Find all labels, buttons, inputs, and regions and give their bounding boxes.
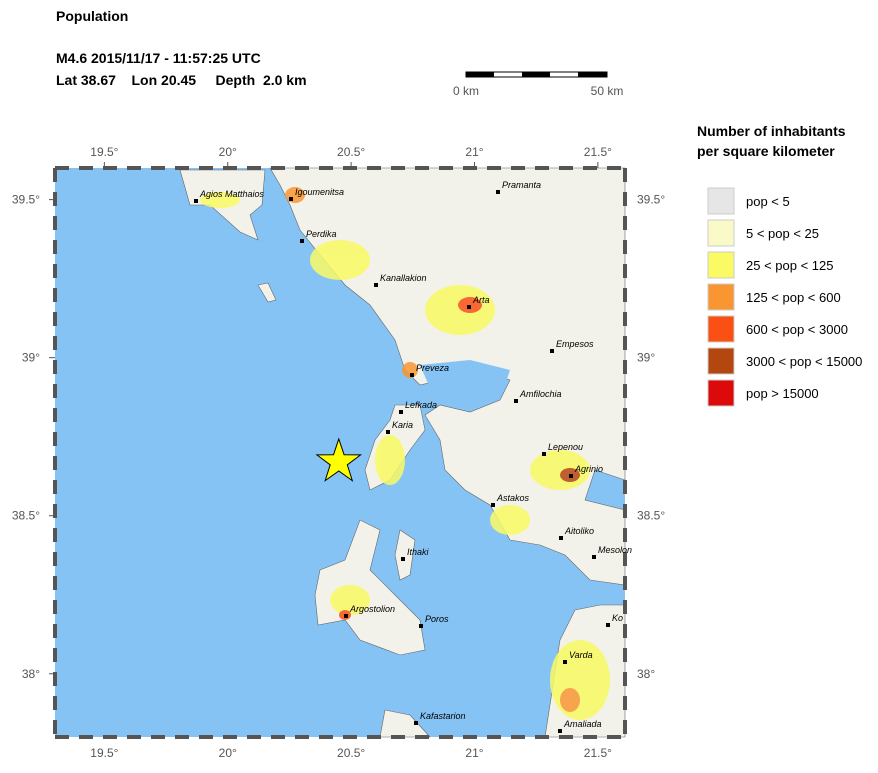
city-marker: [399, 410, 403, 414]
city-label: Kafastarion: [420, 711, 466, 721]
x-tick-label: 20.5°: [337, 746, 365, 760]
x-tick-label: 21°: [465, 145, 483, 159]
x-tick-label: 21.5°: [584, 145, 612, 159]
city-label: Perdika: [306, 229, 337, 239]
city-label: Astakos: [496, 493, 530, 503]
legend-swatch: [707, 251, 735, 279]
city-label: Argostolion: [349, 604, 395, 614]
legend-swatch: [707, 219, 735, 247]
city-label: Amaliada: [563, 719, 602, 729]
location-info: Lat 38.67 Lon 20.45 Depth 2.0 km: [56, 72, 307, 88]
event-info: M4.6 2015/11/17 - 11:57:25 UTC: [56, 50, 261, 66]
city-marker: [414, 721, 418, 725]
x-tick-label: 20°: [219, 145, 237, 159]
city-label: Ko: [612, 613, 623, 623]
legend-swatch: [707, 187, 735, 215]
legend-swatch: [707, 379, 735, 407]
city-label: Preveza: [416, 363, 449, 373]
city-label: Ithaki: [407, 547, 430, 557]
legend-title: Number of inhabitants per square kilomete…: [697, 123, 846, 159]
city-label: Empesos: [556, 339, 594, 349]
city-marker: [374, 283, 378, 287]
city-marker: [606, 623, 610, 627]
city-marker: [419, 624, 423, 628]
legend-label: pop < 5: [746, 194, 790, 209]
city-label: Arta: [472, 295, 490, 305]
city-marker: [559, 536, 563, 540]
city-marker: [491, 503, 495, 507]
city-label: Kanallakion: [380, 273, 427, 283]
city-label: Mesolon: [598, 545, 632, 555]
city-marker: [194, 199, 198, 203]
city-marker: [558, 729, 562, 733]
x-tick-label: 19.5°: [90, 746, 118, 760]
city-label: Karia: [392, 420, 413, 430]
city-label: Agios Matthaios: [199, 189, 265, 199]
x-tick-label: 21°: [465, 746, 483, 760]
legend-swatch: [707, 283, 735, 311]
legend-label: 3000 < pop < 15000: [746, 354, 862, 369]
city-marker: [563, 660, 567, 664]
x-tick-label: 20°: [219, 746, 237, 760]
y-tick-label: 38.5°: [637, 509, 665, 523]
city-marker: [344, 614, 348, 618]
city-marker: [592, 555, 596, 559]
city-label: Agrinio: [574, 464, 603, 474]
city-label: Lepenou: [548, 442, 583, 452]
x-tick-label: 20.5°: [337, 145, 365, 159]
x-tick-label: 21.5°: [584, 746, 612, 760]
city-marker: [542, 452, 546, 456]
scale-start: 0 km: [453, 84, 479, 98]
city-marker: [514, 399, 518, 403]
legend-label: 25 < pop < 125: [746, 258, 833, 273]
epicenter: [315, 437, 363, 482]
legend-label: 125 < pop < 600: [746, 290, 841, 305]
city-marker: [289, 197, 293, 201]
y-tick-label: 39°: [22, 351, 40, 365]
title: Population: [56, 8, 128, 24]
city-marker: [550, 349, 554, 353]
legend-label: 600 < pop < 3000: [746, 322, 848, 337]
y-tick-label: 38°: [22, 667, 40, 681]
city-marker: [386, 430, 390, 434]
city-label: Pramanta: [502, 180, 541, 190]
scale-end: 50 km: [591, 84, 624, 98]
y-tick-label: 38°: [637, 667, 655, 681]
legend-label: 5 < pop < 25: [746, 226, 819, 241]
city-marker: [569, 474, 573, 478]
city-label: Lefkada: [405, 400, 437, 410]
city-label: Amfilochia: [519, 389, 562, 399]
city-label: Igoumenitsa: [295, 187, 344, 197]
legend-swatch: [707, 347, 735, 375]
legend-swatch: [707, 315, 735, 343]
x-tick-label: 19.5°: [90, 145, 118, 159]
city-marker: [467, 305, 471, 309]
city-marker: [410, 373, 414, 377]
city-label: Varda: [569, 650, 593, 660]
city-label: Aitoliko: [564, 526, 594, 536]
scale-bar: 0 km 50 km: [453, 71, 624, 98]
city-label: Poros: [425, 614, 449, 624]
y-tick-label: 39.5°: [637, 193, 665, 207]
y-tick-label: 38.5°: [12, 509, 40, 523]
city-marker: [401, 557, 405, 561]
city-marker: [300, 239, 304, 243]
y-tick-label: 39°: [637, 351, 655, 365]
legend-label: pop > 15000: [746, 386, 819, 401]
city-marker: [496, 190, 500, 194]
y-tick-label: 39.5°: [12, 193, 40, 207]
